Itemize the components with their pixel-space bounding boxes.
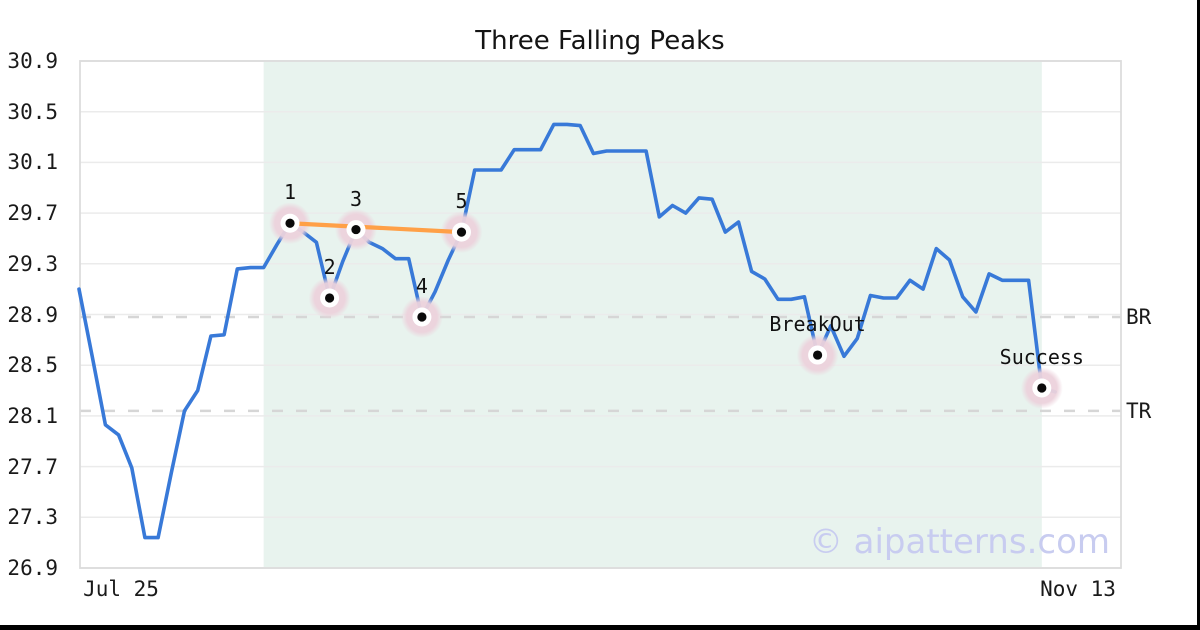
y-tick-label: 29.3 xyxy=(7,251,58,276)
marker-dot xyxy=(324,293,335,303)
watermark: © aipatterns.com xyxy=(808,522,1110,562)
marker-label-breakout: BreakOut xyxy=(769,312,866,337)
y-tick-label: 27.7 xyxy=(7,454,58,479)
marker-label-5: 5 xyxy=(455,189,468,214)
y-tick-label: 26.9 xyxy=(7,556,58,580)
marker-dot xyxy=(1037,383,1047,393)
marker-dot xyxy=(812,350,823,360)
y-tick-label: 30.5 xyxy=(7,99,58,124)
y-tick-label: 28.9 xyxy=(7,302,58,327)
breakout-level-label: BR xyxy=(1126,305,1152,330)
x-tick-label-start: Jul 25 xyxy=(83,577,159,601)
chart-title: Three Falling Peaks xyxy=(475,26,725,56)
x-tick-label-end: Nov 13 xyxy=(1040,577,1116,601)
y-tick-label: 30.1 xyxy=(7,150,58,175)
marker-label-1: 1 xyxy=(283,180,297,205)
marker-dot xyxy=(285,218,295,228)
y-tick-label: 30.9 xyxy=(7,49,58,73)
target-level-label: TR xyxy=(1126,398,1152,423)
plot-frame xyxy=(79,60,1122,569)
right-border-bar xyxy=(1197,0,1200,630)
y-tick-label: 28.5 xyxy=(7,353,58,378)
marker-label-success: Success xyxy=(999,345,1084,369)
y-tick-label: 29.7 xyxy=(7,201,58,226)
price-line xyxy=(77,122,1057,540)
marker-dot xyxy=(351,224,361,235)
bottom-border-bar xyxy=(0,625,1200,630)
peaks-trendline xyxy=(287,221,464,235)
marker-label-3: 3 xyxy=(349,186,362,211)
marker-label-2: 2 xyxy=(323,255,336,280)
marker-label-4: 4 xyxy=(415,274,428,299)
marker-dot xyxy=(456,227,467,237)
y-tick-label: 27.3 xyxy=(7,505,58,530)
y-tick-label: 28.1 xyxy=(7,403,58,428)
marker-dot xyxy=(417,312,427,322)
